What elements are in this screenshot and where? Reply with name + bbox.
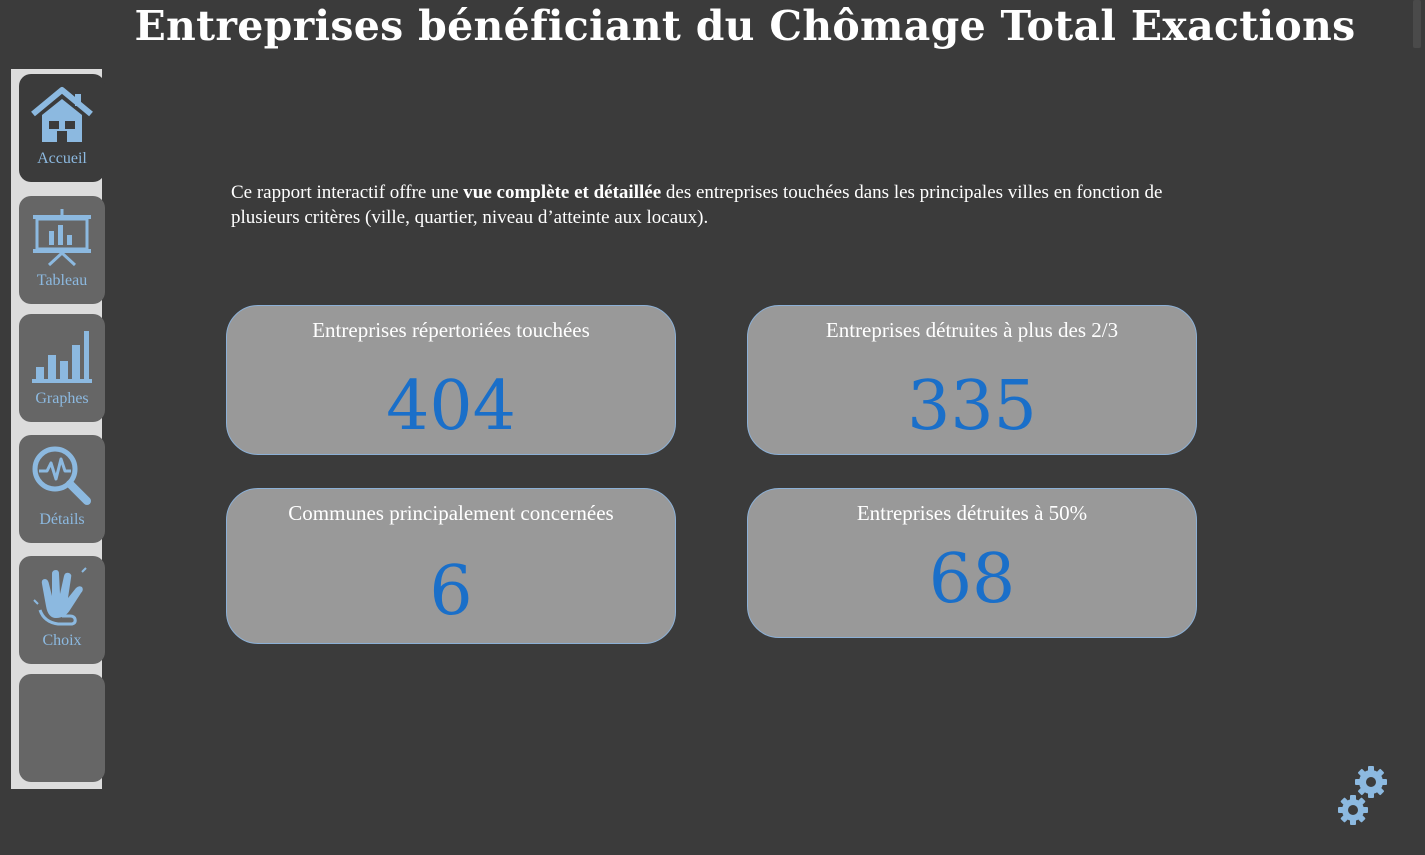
kpi-value: 68 (928, 540, 1016, 619)
intro-text-bold: vue complète et détaillée (463, 182, 662, 203)
nav-item-empty[interactable] (19, 674, 105, 782)
nav-label: Accueil (37, 150, 87, 167)
nav-label: Graphes (35, 390, 89, 407)
kpi-card-communes: Communes principalement concernées 6 (226, 488, 676, 644)
nav-item-tableau[interactable]: Tableau (19, 196, 105, 304)
intro-text-start: Ce rapport interactif offre une (231, 182, 464, 203)
kpi-label: Entreprises détruites à 50% (856, 501, 1088, 525)
kpi-value: 404 (386, 367, 516, 446)
nav-item-choix[interactable]: Choix (19, 556, 105, 664)
kpi-card-detruites-50: Entreprises détruites à 50% 68 (747, 488, 1197, 638)
scrollbar[interactable] (1413, 0, 1421, 48)
hand-sign-icon (29, 566, 95, 628)
kpi-card-detruites-2-3: Entreprises détruites à plus des 2/3 335 (747, 305, 1197, 455)
kpi-card-entreprises-touchees: Entreprises répertoriées touchées 404 (226, 305, 676, 455)
page-title: Entreprises bénéficiant du Chômage Total… (134, 2, 1356, 50)
gears-icon[interactable] (1335, 764, 1391, 828)
nav-item-graphes[interactable]: Graphes (19, 314, 105, 422)
intro-text-end: des entreprises touchées dans les princi… (231, 182, 1163, 228)
kpi-label: Entreprises détruites à plus des 2/3 (825, 318, 1119, 342)
sidebar-nav: Accueil Tableau (11, 69, 105, 789)
bar-chart-icon (29, 324, 95, 386)
kpi-label: Entreprises répertoriées touchées (312, 318, 590, 342)
nav-label: Choix (42, 632, 82, 649)
kpi-value: 335 (907, 367, 1037, 446)
intro-text: Ce rapport interactif offre une vue comp… (231, 180, 1211, 230)
nav-label: Détails (39, 511, 85, 528)
nav-item-details[interactable]: Détails (19, 435, 105, 543)
kpi-value: 6 (429, 552, 473, 631)
home-icon (29, 84, 95, 146)
presentation-board-icon (29, 206, 95, 268)
nav-label: Tableau (36, 272, 88, 289)
magnifier-pulse-icon (29, 445, 95, 507)
nav-item-accueil[interactable]: Accueil (19, 74, 105, 182)
kpi-label: Communes principalement concernées (288, 501, 614, 525)
